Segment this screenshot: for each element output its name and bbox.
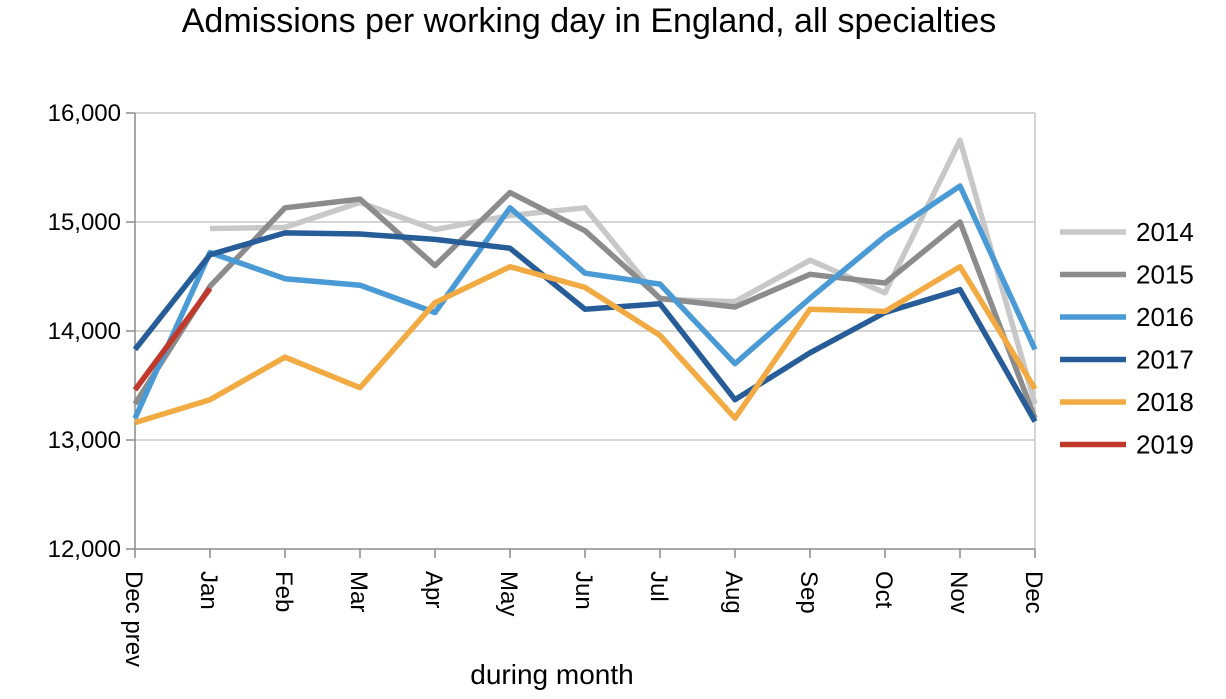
series-line-2016 — [132, 183, 1038, 420]
y-axis-ticks: 12,000 13,000 14,000 15,000 16,000 — [48, 100, 135, 563]
y-tick-label: 13,000 — [48, 427, 121, 454]
x-tick-label: Mar — [345, 571, 372, 612]
y-tick-label: 16,000 — [48, 100, 121, 127]
legend-label-2018: 2018 — [1136, 387, 1194, 417]
series-line-2018 — [134, 263, 1038, 426]
legend-label-2016: 2016 — [1136, 302, 1194, 332]
x-tick-label: Jan — [195, 571, 222, 610]
series-line-2014 — [209, 137, 1038, 405]
chart-title: Admissions per working day in England, a… — [182, 2, 997, 40]
x-tick-label: Nov — [945, 571, 972, 614]
grid-lines — [135, 112, 1036, 549]
y-tick-label: 12,000 — [48, 536, 121, 563]
x-tick-label: Apr — [420, 571, 447, 608]
legend-label-2019: 2019 — [1136, 430, 1194, 460]
legend-label-2017: 2017 — [1136, 345, 1194, 375]
series-line-2015 — [132, 189, 1038, 420]
y-tick-label: 14,000 — [48, 318, 121, 345]
x-axis-label: during month — [470, 659, 633, 690]
x-tick-label: Jun — [570, 571, 597, 610]
y-tick-label: 15,000 — [48, 209, 121, 236]
x-tick-label: Aug — [720, 571, 747, 614]
series-lines — [132, 137, 1038, 426]
x-tick-label: Oct — [870, 571, 897, 609]
x-tick-label: Dec — [1020, 571, 1047, 614]
x-tick-label: Feb — [270, 571, 297, 612]
x-tick-label: May — [495, 571, 522, 616]
x-axis-ticks: Dec prev Jan Feb Mar Apr May Jun Jul Aug Sep Oct No… — [120, 549, 1047, 667]
x-tick-label: Jul — [645, 571, 672, 602]
legend-label-2014: 2014 — [1136, 217, 1194, 247]
x-tick-label: Dec prev — [120, 571, 147, 667]
series-line-2019 — [132, 286, 213, 392]
x-tick-label: Sep — [795, 571, 822, 614]
legend: 2014 2015 2016 2017 2018 2019 — [1060, 217, 1194, 460]
legend-label-2015: 2015 — [1136, 260, 1194, 290]
